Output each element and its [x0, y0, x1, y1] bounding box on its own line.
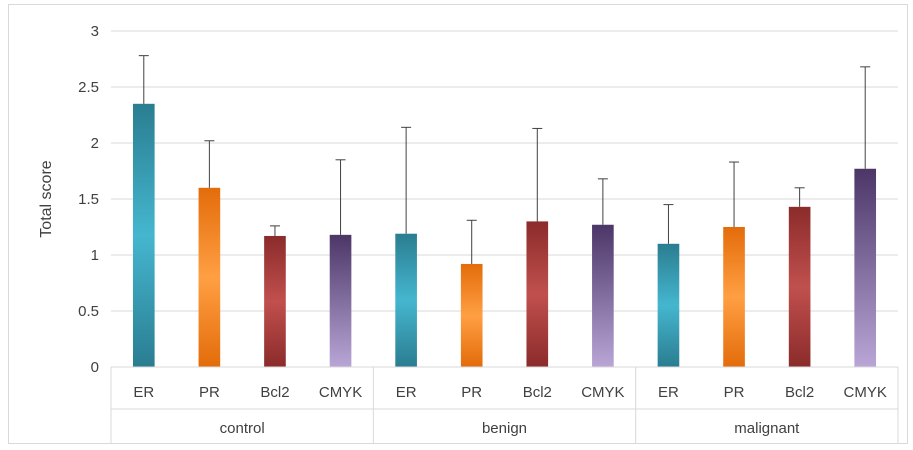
x-category-label: PR — [199, 384, 220, 401]
x-category-label: Bcl2 — [523, 384, 552, 401]
bar-benign-ER — [395, 233, 417, 367]
bar-benign-PR — [460, 263, 483, 367]
error-bar-control-Bcl2 — [269, 225, 280, 236]
y-tick-label: 2 — [91, 135, 99, 152]
bars — [132, 103, 877, 368]
error-bar-malignant-Bcl2 — [794, 187, 805, 207]
bar-malignant-PR — [723, 227, 745, 367]
y-tick-label: 1 — [91, 247, 99, 264]
y-axis-title: Total score — [38, 160, 55, 237]
x-group-label: malignant — [734, 420, 800, 437]
error-bar-benign-PR — [466, 219, 477, 264]
error-bar-malignant-PR — [729, 161, 740, 227]
bar-benign-Bcl2 — [526, 221, 549, 367]
error-bar-control-CMYK — [335, 159, 346, 235]
error-bar-benign-ER — [401, 126, 412, 234]
x-category-label: PR — [461, 384, 482, 401]
x-category-label: PR — [724, 384, 745, 401]
bar-control-Bcl2 — [264, 235, 286, 367]
error-bar-malignant-CMYK — [860, 66, 871, 169]
x-category-label: CMYK — [581, 384, 624, 401]
x-category-label: Bcl2 — [260, 384, 289, 401]
x-group-label: control — [220, 420, 265, 437]
y-axis-ticks: 0 0.5 1 1.5 2 2.5 3 — [78, 23, 99, 376]
x-category-label: ER — [133, 384, 154, 401]
x-category-label: ER — [658, 384, 679, 401]
bar-control-ER — [132, 103, 155, 368]
x-category-label: CMYK — [844, 384, 887, 401]
y-tick-label: 2.5 — [78, 79, 99, 96]
error-bar-benign-CMYK — [597, 178, 608, 225]
y-tick-label: 3 — [91, 23, 99, 40]
bar-benign-CMYK — [592, 224, 614, 367]
y-tick-label: 0 — [91, 359, 99, 376]
bar-malignant-ER — [657, 243, 680, 367]
bar-control-CMYK — [329, 234, 352, 367]
error-bar-control-PR — [204, 140, 215, 188]
x-group-label: benign — [482, 420, 527, 437]
chart-frame: 0 0.5 1 1.5 2 2.5 3 Total score ER PR Bcl2 CMYK co… — [8, 4, 908, 444]
error-bar-benign-Bcl2 — [532, 127, 543, 222]
x-category-label: Bcl2 — [785, 384, 814, 401]
bar-malignant-CMYK — [854, 168, 877, 367]
x-category-label: ER — [396, 384, 417, 401]
bar-chart: 0 0.5 1 1.5 2 2.5 3 Total score ER PR Bcl2 CMYK co… — [38, 23, 899, 443]
error-bar-control-ER — [138, 55, 149, 104]
error-bar-malignant-ER — [663, 204, 674, 244]
y-tick-label: 1.5 — [78, 191, 99, 208]
bar-malignant-Bcl2 — [788, 206, 811, 367]
x-category-label: CMYK — [319, 384, 362, 401]
y-tick-label: 0.5 — [78, 303, 99, 320]
bar-control-PR — [198, 187, 221, 367]
error-bars — [138, 55, 871, 264]
x-axis: ER PR Bcl2 CMYK control ER PR Bcl2 CMYK benign ER P… — [110, 366, 899, 443]
gridlines — [111, 30, 898, 368]
